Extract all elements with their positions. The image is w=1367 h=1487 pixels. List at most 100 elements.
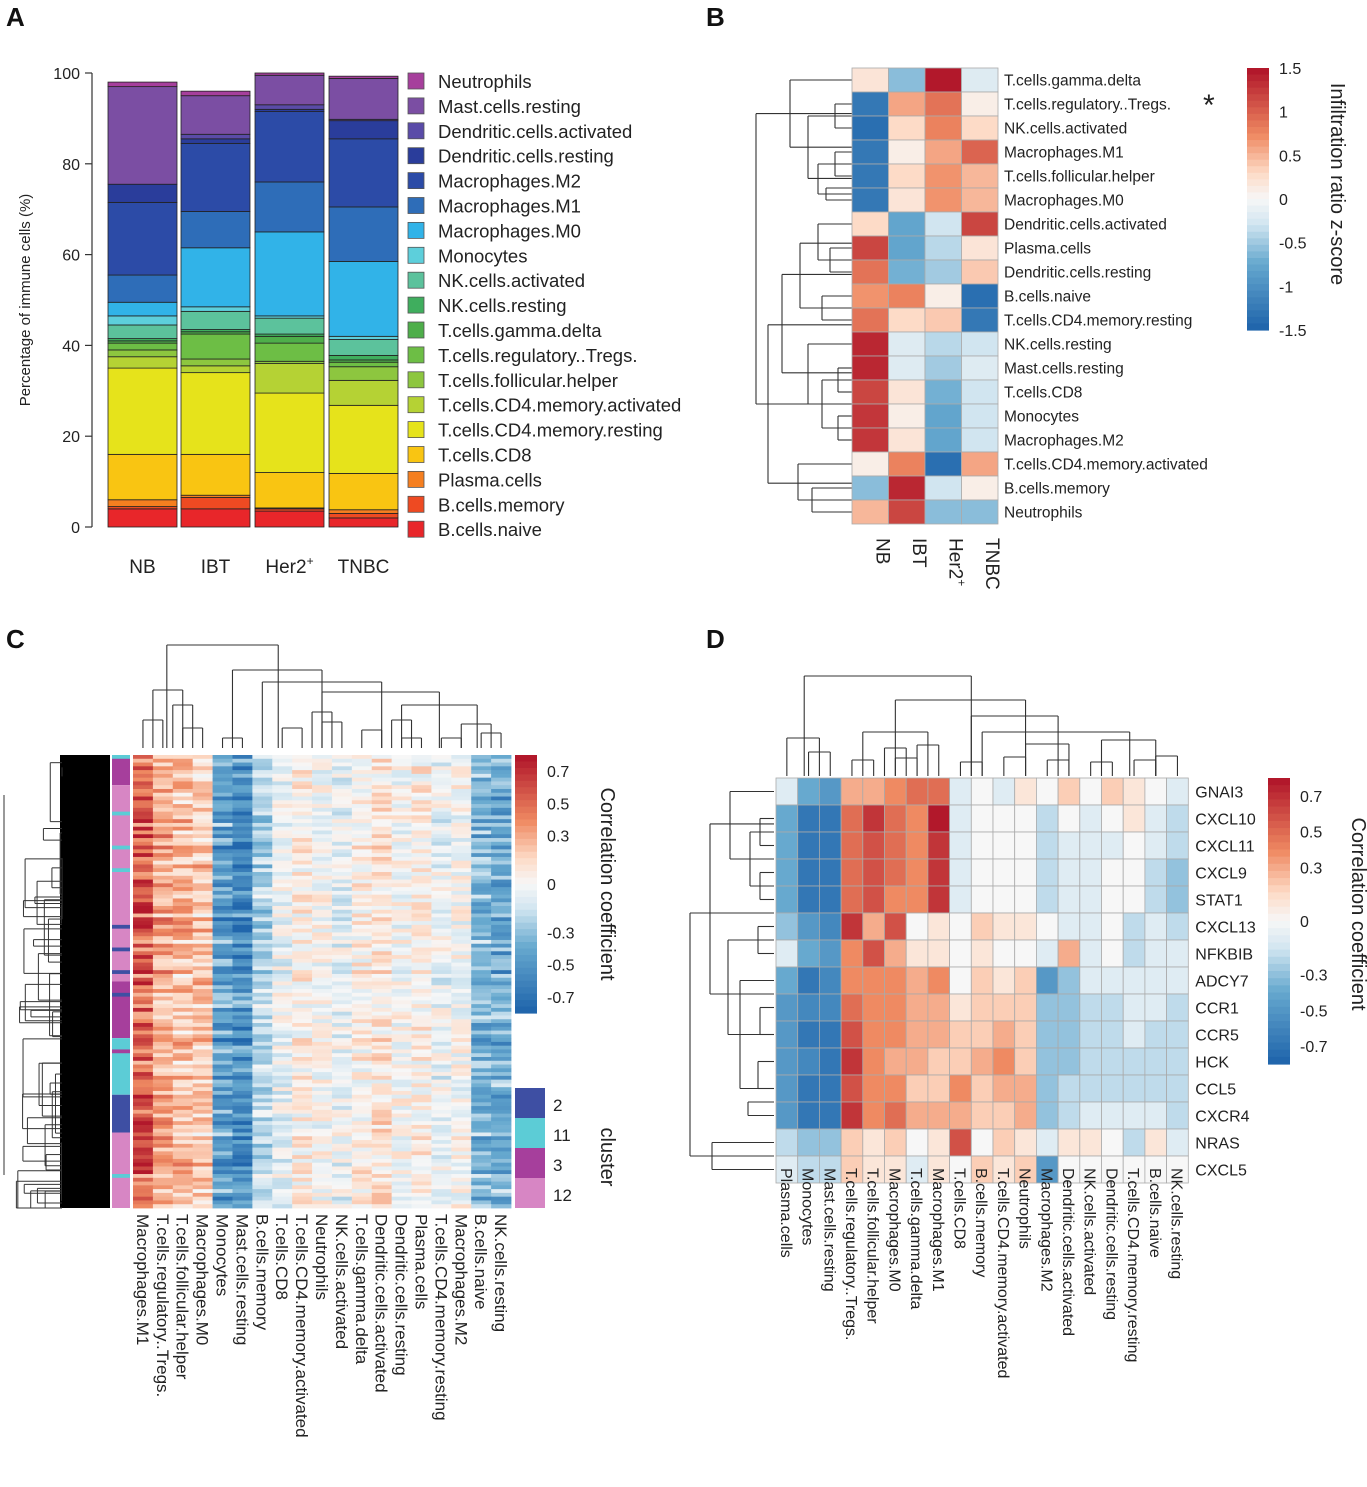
heatmap-cell — [172, 977, 194, 982]
heatmap-cell — [471, 758, 492, 763]
heatmap-cell — [961, 499, 999, 525]
heatmap-cell — [391, 1030, 412, 1035]
heatmap-cell — [212, 1079, 233, 1084]
heatmap-cell — [152, 1083, 174, 1088]
bar-segment-macrophages-m0 — [328, 261, 399, 337]
heatmap-cell — [351, 804, 373, 809]
heatmap-cell — [152, 766, 174, 771]
heatmap-cell — [292, 894, 313, 899]
heatmap-cell — [351, 1162, 373, 1167]
heatmap-cell — [172, 1011, 194, 1016]
heatmap-cell — [152, 1090, 174, 1096]
heatmap-cell — [491, 853, 512, 858]
heatmap-cell — [192, 811, 213, 816]
colorbar-tick-label: -0.7 — [1300, 1039, 1328, 1056]
heatmap-cell — [391, 966, 412, 971]
x-tick-label-superscript: + — [307, 554, 314, 568]
colorbar-segment — [1268, 820, 1290, 829]
colorbar-segment — [1247, 297, 1269, 305]
heatmap-cell — [471, 841, 492, 846]
heatmap-cell — [851, 355, 889, 381]
heatmap-cell — [312, 830, 333, 835]
heatmap-cell — [451, 819, 472, 824]
heatmap-cell — [312, 1072, 333, 1077]
heatmap-cell — [391, 872, 412, 877]
heatmap-cell — [133, 1106, 154, 1111]
heatmap-cell — [451, 939, 472, 945]
cluster-annotation — [112, 924, 130, 929]
heatmap-cell — [391, 924, 412, 930]
heatmap-cell — [312, 958, 333, 964]
heatmap-cell — [431, 1185, 452, 1190]
colorbar-segment — [515, 890, 537, 898]
heatmap-cell — [212, 989, 233, 994]
heatmap-cell — [491, 868, 512, 873]
heatmap-cell — [152, 1170, 174, 1175]
heatmap-cell — [471, 781, 492, 786]
heatmap-cell — [252, 947, 273, 952]
heatmap-cell — [152, 841, 174, 846]
heatmap-cell — [1036, 1047, 1059, 1076]
heatmap-cell — [411, 883, 432, 888]
heatmap-cell — [232, 1011, 253, 1016]
heatmap-cell — [152, 1000, 174, 1005]
heatmap-cell — [371, 1030, 393, 1035]
heatmap-cell — [391, 898, 412, 903]
heatmap-cell — [172, 970, 194, 975]
colorbar-segment — [515, 1006, 537, 1014]
heatmap-cell — [391, 890, 412, 896]
heatmap-cell — [172, 792, 194, 797]
heatmap-cell — [252, 898, 273, 903]
heatmap-cell — [212, 1106, 233, 1111]
heatmap-cell — [411, 1030, 432, 1035]
heatmap-cell — [351, 1174, 373, 1179]
heatmap-cell — [351, 1057, 373, 1062]
heatmap-cell — [471, 770, 492, 775]
heatmap-cell — [371, 917, 393, 922]
heatmap-cell — [371, 796, 393, 801]
heatmap-cell — [451, 1087, 472, 1092]
heatmap-cell — [451, 762, 472, 767]
heatmap-cell — [133, 766, 154, 771]
heatmap-cell — [172, 1000, 194, 1005]
heatmap-cell — [391, 1034, 412, 1039]
heatmap-cell — [884, 912, 907, 941]
heatmap-cell — [133, 1083, 154, 1088]
heatmap-cell — [252, 762, 273, 767]
heatmap-cell — [133, 1019, 154, 1024]
heatmap-cell — [431, 875, 452, 880]
heatmap-cell — [192, 841, 213, 846]
colorbar-segment — [1268, 985, 1290, 994]
heatmap-cell — [292, 1147, 313, 1152]
x-tick-label: NB — [129, 557, 155, 578]
heatmap-cell — [351, 1049, 373, 1054]
colorbar-segment — [1268, 1006, 1290, 1015]
heatmap-cell — [331, 989, 353, 994]
heatmap-cell — [451, 1124, 472, 1130]
bar-segment-t-cells-cd8 — [107, 453, 178, 501]
heatmap-cell — [431, 879, 452, 884]
heatmap-cell — [172, 996, 194, 1001]
heatmap-cell — [252, 1094, 273, 1099]
heatmap-cell — [212, 996, 233, 1001]
heatmap-cell — [292, 1007, 313, 1013]
heatmap-cell — [371, 1023, 393, 1028]
heatmap-cell — [1057, 777, 1081, 806]
heatmap-cell — [312, 1185, 333, 1190]
heatmap-cell — [172, 1109, 194, 1115]
heatmap-cell — [232, 939, 253, 945]
heatmap-cell — [351, 917, 373, 922]
heatmap-cell — [351, 781, 373, 786]
heatmap-cell — [232, 856, 253, 862]
legend-label: Plasma.cells — [438, 469, 542, 490]
heatmap-cell — [1122, 939, 1146, 968]
heatmap-cell — [471, 766, 492, 771]
row-label: HCK — [1195, 1054, 1229, 1071]
row-label: CCR5 — [1195, 1027, 1239, 1044]
heatmap-cell — [331, 894, 353, 899]
heatmap-cell — [371, 1124, 393, 1130]
heatmap-cell — [232, 1204, 253, 1209]
heatmap-cell — [371, 1170, 393, 1175]
heatmap-cell — [292, 1083, 313, 1088]
heatmap-cell — [232, 1068, 253, 1073]
